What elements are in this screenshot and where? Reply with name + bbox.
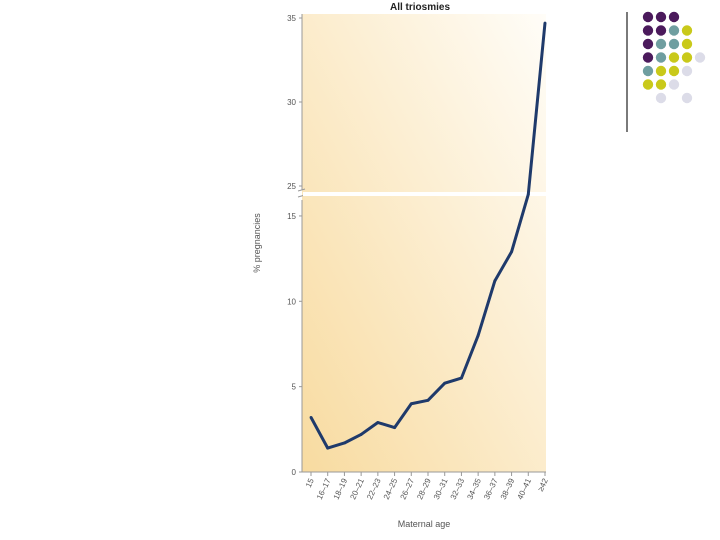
decorative-dots: [626, 11, 706, 132]
data-marks: [309, 21, 547, 450]
x-tick-label: 30–31: [432, 477, 450, 501]
decor-dot: [655, 79, 667, 90]
decor-dot: [681, 38, 693, 50]
y-tick-label: 15: [287, 212, 296, 221]
x-tick-label: 34–35: [465, 477, 483, 501]
decor-dot: [694, 52, 706, 63]
axis-break-band: [303, 192, 546, 196]
x-tick-label: 22–23: [365, 477, 383, 501]
x-tick-label: 18–19: [332, 477, 350, 501]
decor-dot: [642, 11, 654, 23]
decor-dot: [655, 65, 667, 77]
decor-dot: [655, 25, 667, 36]
x-tick-label: 38–39: [499, 477, 517, 501]
decor-dot: [642, 52, 654, 63]
data-point: [326, 446, 330, 450]
data-point: [409, 402, 413, 406]
chart-title: All triosmies: [390, 2, 450, 13]
decor-dot: [681, 65, 693, 77]
decor-dot: [668, 38, 680, 50]
decor-dot: [681, 25, 693, 36]
plot-background: [302, 14, 546, 472]
x-tick-label: 26–27: [399, 477, 417, 501]
data-point: [426, 398, 430, 402]
data-point: [393, 426, 396, 430]
x-tick-label: 28–29: [415, 477, 433, 501]
decor-dot: [668, 11, 680, 23]
decor-dot: [655, 92, 667, 104]
x-tick-label: 32–33: [449, 477, 467, 501]
y-tick-label: 25: [287, 182, 296, 191]
decor-dot: [642, 79, 654, 90]
x-tick-label: ≥42: [536, 477, 550, 493]
decor-dot: [668, 52, 680, 63]
y-axis-label: % pregnancies: [252, 213, 262, 273]
decor-dot: [668, 25, 680, 36]
decor-dot: [642, 38, 654, 50]
decor-dot: [655, 52, 667, 63]
data-point: [309, 415, 313, 419]
y-tick-label: 35: [287, 14, 296, 23]
data-point: [376, 421, 380, 424]
y-tick-label: 0: [292, 468, 297, 477]
data-point: [526, 193, 530, 196]
axis-break-mark: [297, 188, 306, 192]
data-point: [543, 21, 547, 25]
data-point: [359, 433, 363, 436]
decor-dot: [655, 38, 667, 50]
data-point: [343, 441, 346, 445]
data-point: [510, 250, 513, 254]
x-tick-label: 20–21: [348, 477, 366, 501]
data-point: [493, 279, 497, 283]
y-tick-label: 30: [287, 98, 296, 107]
x-tick-label: 16–17: [315, 477, 333, 501]
decor-dot: [642, 25, 654, 36]
x-axis-label: Maternal age: [398, 519, 451, 529]
data-point: [460, 376, 463, 380]
decor-dot: [668, 79, 680, 90]
x-tick-label: 36–37: [482, 477, 500, 501]
data-point: [443, 381, 447, 385]
decor-dot: [668, 65, 680, 77]
x-tick-label: 40–41: [516, 477, 534, 501]
y-tick-label: 5: [292, 383, 297, 392]
decor-dot: [681, 92, 693, 104]
y-tick-label: 10: [287, 297, 296, 306]
decor-dot: [642, 65, 654, 77]
data-point: [476, 334, 480, 337]
decor-dot: [655, 11, 667, 23]
x-tick-label: 15: [304, 477, 316, 489]
x-tick-label: 24–25: [382, 477, 400, 501]
decor-dot: [681, 52, 693, 63]
